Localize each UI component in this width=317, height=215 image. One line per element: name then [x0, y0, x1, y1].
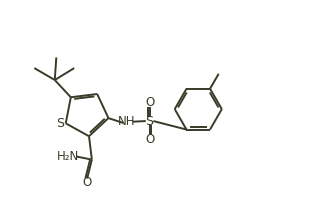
Text: S: S: [146, 115, 153, 127]
Text: O: O: [145, 133, 154, 146]
Text: O: O: [82, 176, 92, 189]
Text: NH: NH: [118, 115, 136, 128]
Text: O: O: [145, 96, 154, 109]
Text: S: S: [56, 117, 64, 130]
Text: H₂N: H₂N: [56, 150, 79, 163]
